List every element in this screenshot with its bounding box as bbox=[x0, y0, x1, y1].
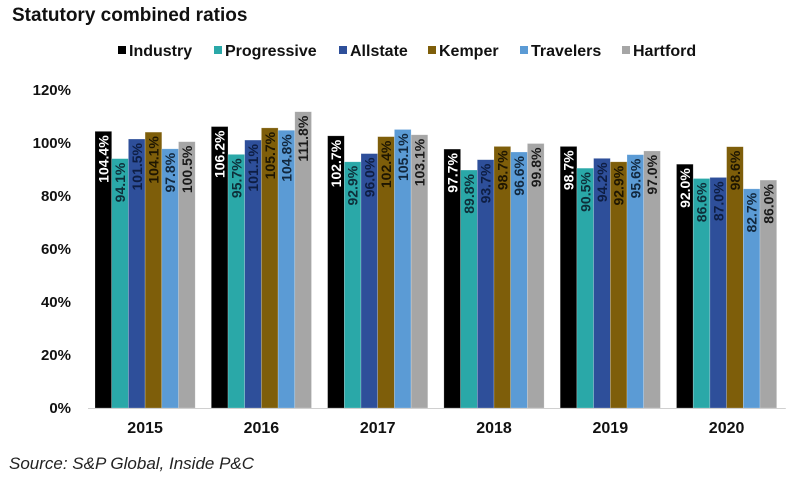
data-label: 101.1% bbox=[245, 144, 261, 192]
data-label: 98.6% bbox=[727, 150, 743, 190]
y-tick-label: 20% bbox=[41, 347, 71, 364]
data-label: 82.7% bbox=[744, 192, 760, 232]
data-label: 104.4% bbox=[95, 135, 111, 183]
data-label: 103.1% bbox=[411, 138, 427, 186]
data-label: 94.2% bbox=[594, 162, 610, 202]
data-label: 104.1% bbox=[145, 136, 161, 184]
data-label: 98.7% bbox=[561, 150, 577, 190]
x-tick-label: 2015 bbox=[127, 420, 163, 437]
legend-item-hartford: Hartford bbox=[622, 43, 696, 60]
data-label: 105.7% bbox=[262, 131, 278, 179]
data-label: 87.0% bbox=[710, 181, 726, 221]
x-tick-label: 2016 bbox=[244, 420, 280, 437]
data-label: 111.8% bbox=[295, 115, 311, 161]
legend-item-allstate: Allstate bbox=[339, 43, 408, 60]
x-tick-label: 2017 bbox=[360, 420, 396, 437]
data-label: 89.8% bbox=[461, 173, 477, 213]
x-tick-label: 2018 bbox=[476, 420, 512, 437]
data-label: 92.9% bbox=[611, 165, 627, 205]
data-label: 104.8% bbox=[278, 134, 294, 182]
data-label: 100.5% bbox=[179, 145, 195, 193]
data-label: 102.4% bbox=[378, 140, 394, 188]
legend-swatch bbox=[428, 46, 436, 54]
data-label: 93.7% bbox=[478, 163, 494, 203]
data-label: 106.2% bbox=[212, 130, 228, 178]
legend-label: Industry bbox=[129, 43, 192, 60]
data-label: 95.6% bbox=[627, 158, 643, 198]
data-label: 97.7% bbox=[444, 153, 460, 193]
y-tick-label: 80% bbox=[41, 188, 71, 205]
data-labels: 104.4% 94.1% 101.5% 104.1% 97.8% 100.5% 106.2%… bbox=[95, 115, 776, 232]
legend-label: Allstate bbox=[350, 43, 408, 60]
legend-item-kemper: Kemper bbox=[428, 43, 499, 60]
data-label: 94.1% bbox=[112, 162, 128, 202]
data-label: 98.7% bbox=[494, 150, 510, 190]
y-tick-label: 100% bbox=[33, 135, 71, 152]
data-label: 105.1% bbox=[395, 133, 411, 181]
legend-label: Hartford bbox=[633, 43, 696, 60]
data-label: 86.6% bbox=[694, 182, 710, 222]
legend-item-industry: Industry bbox=[118, 43, 192, 60]
data-label: 92.0% bbox=[677, 168, 693, 208]
x-tick-label: 2020 bbox=[709, 420, 745, 437]
x-axis: 2015 2016 2017 2018 2019 2020 bbox=[127, 420, 744, 437]
data-label: 97.0% bbox=[644, 154, 660, 194]
x-tick-label: 2019 bbox=[593, 420, 629, 437]
legend-swatch bbox=[214, 46, 222, 54]
legend-item-progressive: Progressive bbox=[214, 43, 317, 60]
data-label: 96.0% bbox=[361, 157, 377, 197]
legend-swatch bbox=[622, 46, 630, 54]
data-label: 90.5% bbox=[577, 172, 593, 212]
legend-label: Progressive bbox=[225, 43, 317, 60]
data-label: 102.7% bbox=[328, 139, 344, 187]
data-label: 92.9% bbox=[345, 165, 361, 205]
legend-swatch bbox=[339, 46, 347, 54]
y-tick-label: 60% bbox=[41, 241, 71, 258]
legend-label: Kemper bbox=[439, 43, 499, 60]
y-axis: 0% 20% 40% 60% 80% 100% 120% bbox=[33, 82, 71, 417]
data-label: 101.5% bbox=[129, 142, 145, 190]
data-label: 99.8% bbox=[528, 147, 544, 187]
legend-item-travelers: Travelers bbox=[520, 43, 601, 60]
legend-swatch bbox=[520, 46, 528, 54]
y-tick-label: 0% bbox=[49, 400, 71, 417]
data-label: 97.8% bbox=[162, 152, 178, 192]
source-note: Source: S&P Global, Inside P&C bbox=[9, 454, 255, 473]
legend-label: Travelers bbox=[531, 43, 601, 60]
chart-title: Statutory combined ratios bbox=[12, 5, 248, 26]
data-label: 96.6% bbox=[511, 155, 527, 195]
legend: Industry Progressive Allstate Kemper Travele… bbox=[118, 43, 696, 60]
data-label: 95.7% bbox=[228, 158, 244, 198]
data-label: 86.0% bbox=[760, 184, 776, 224]
y-tick-label: 40% bbox=[41, 294, 71, 311]
bars bbox=[94, 111, 778, 409]
legend-swatch bbox=[118, 46, 126, 54]
y-tick-label: 120% bbox=[33, 82, 71, 99]
